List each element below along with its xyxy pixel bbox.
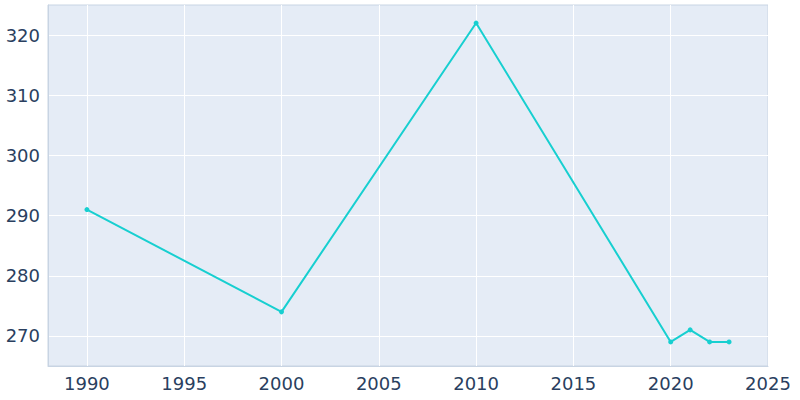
svg-text:270: 270 xyxy=(6,325,40,346)
svg-text:1990: 1990 xyxy=(64,373,110,394)
svg-text:2005: 2005 xyxy=(356,373,402,394)
svg-text:300: 300 xyxy=(6,145,40,166)
svg-text:280: 280 xyxy=(6,265,40,286)
svg-text:1995: 1995 xyxy=(161,373,207,394)
svg-text:2000: 2000 xyxy=(259,373,305,394)
svg-text:320: 320 xyxy=(6,25,40,46)
svg-text:2015: 2015 xyxy=(550,373,596,394)
svg-text:2025: 2025 xyxy=(745,373,791,394)
svg-text:2010: 2010 xyxy=(453,373,499,394)
svg-text:2020: 2020 xyxy=(648,373,694,394)
svg-text:290: 290 xyxy=(6,205,40,226)
svg-text:310: 310 xyxy=(6,85,40,106)
